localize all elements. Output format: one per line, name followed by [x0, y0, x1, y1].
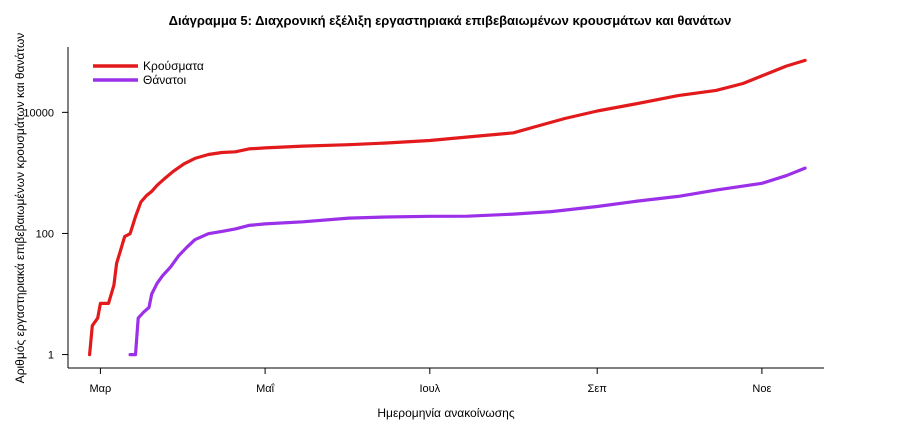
y-axis-label: Αριθμός εργαστηριακά επιβεβαιωμένων κρου…: [13, 33, 27, 384]
y-tick-label: 1: [48, 350, 54, 362]
legend-label-deaths: Θάνατοι: [143, 73, 186, 87]
legend: Κρούσματα Θάνατοι: [93, 59, 204, 87]
series-line-deaths: [128, 166, 807, 357]
x-tick-label: Μαΐ: [256, 383, 275, 395]
x-axis-label: Ημερομηνία ανακοίνωσης: [377, 406, 514, 420]
chart-title: Διάγραμμα 5: Διαχρονική εξέλιξη εργαστηρ…: [169, 13, 732, 28]
y-tick-label: 10000: [23, 107, 54, 119]
series-group: [88, 58, 807, 357]
y-axis-ticks: 1 100 10000: [23, 107, 68, 362]
x-tick-label: Σεπ: [588, 383, 608, 395]
y-tick-label: 100: [36, 228, 54, 240]
plot-area: [67, 47, 824, 369]
legend-label-cases: Κρούσματα: [143, 59, 204, 73]
x-tick-label: Νοε: [752, 383, 771, 395]
x-tick-label: Μαρ: [90, 383, 112, 395]
series-line-cases: [88, 58, 807, 357]
x-axis-ticks: Μαρ Μαΐ Ιουλ Σεπ Νοε: [90, 368, 771, 395]
x-tick-label: Ιουλ: [419, 383, 440, 395]
